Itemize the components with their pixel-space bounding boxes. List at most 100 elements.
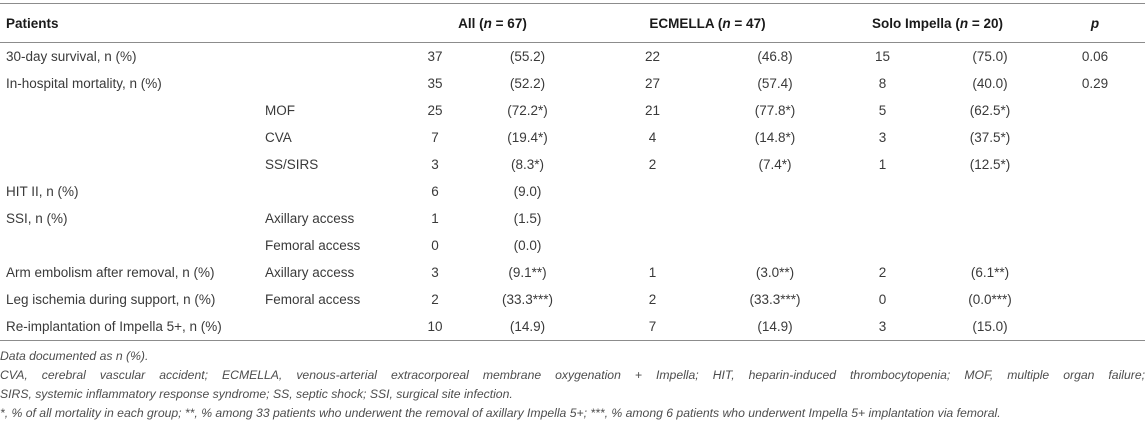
table-footnotes: Data documented as n (%). CVA, cerebral … (0, 341, 1145, 423)
solo-impella-n-cell: 3 (878, 130, 887, 145)
column-header-p-value: p (1045, 3, 1145, 43)
row-sublabel-cell: CVA (265, 130, 292, 145)
ecmella-n-cell: 4 (648, 130, 657, 145)
solo-impella-n-cell: 0 (878, 292, 887, 307)
solo-impella-percent-cell: (6.1**) (970, 265, 1010, 280)
solo-impella-percent-cell: (0.0***) (968, 292, 1012, 307)
all-n-cell: 2 (431, 292, 439, 307)
all-n-cell: 3 (431, 265, 439, 280)
ecmella-percent-cell: (14.9) (720, 313, 830, 341)
p-value-cell (1045, 124, 1145, 151)
p-value-cell (1045, 178, 1145, 205)
table-row: 30-day survival, n (%) 37 (55.2) 22 (46.… (0, 43, 1145, 71)
footnote-abbreviations-line2: SIRS, systemic inflammatory response syn… (0, 387, 513, 401)
footnote-data-format: Data documented as n (%). (0, 349, 149, 363)
row-label-cell (0, 232, 265, 259)
ecmella-n-cell: 2 (648, 157, 657, 172)
row-sublabel-cell: SS/SIRS (265, 157, 319, 172)
all-percent-cell: (9.1**) (508, 265, 547, 280)
solo-impella-percent-cell (935, 178, 1045, 205)
ecmella-n-cell (585, 232, 720, 259)
table-header: Patients All (n = 67) ECMELLA (n = 47) S… (0, 3, 1145, 43)
all-percent-cell: (55.2) (509, 49, 546, 64)
table-row: In-hospital mortality, n (%) 35 (52.2) 2… (0, 70, 1145, 97)
solo-impella-n-cell: 8 (878, 76, 887, 91)
row-label-cell (0, 151, 265, 178)
table-row: Leg ischemia during support, n (%) Femor… (0, 286, 1145, 313)
row-sublabel-cell (265, 313, 400, 341)
p-value-cell (1045, 97, 1145, 124)
all-n-cell: 35 (427, 76, 443, 91)
ecmella-n-cell: 1 (648, 265, 657, 280)
solo-impella-n-cell: 3 (830, 313, 935, 341)
ecmella-percent-cell: (33.3***) (749, 292, 801, 307)
all-n-cell: 6 (431, 184, 439, 199)
column-header-ecmella: ECMELLA (n = 47) (585, 3, 830, 43)
ecmella-percent-cell: (46.8) (757, 49, 793, 64)
ecmella-percent-cell: (77.8*) (754, 103, 796, 118)
all-n-cell: 3 (431, 157, 439, 172)
row-label-cell: In-hospital mortality, n (%) (6, 76, 162, 91)
row-sublabel-cell (265, 43, 400, 71)
row-label-cell: Arm embolism after removal, n (%) (6, 265, 215, 280)
all-percent-cell: (33.3***) (501, 292, 554, 307)
solo-impella-n-cell: 2 (878, 265, 887, 280)
table-body: 30-day survival, n (%) 3 7 (55.2) 2 2 (46.… (0, 43, 1145, 341)
column-header-solo-impella: Solo Impella (n = 20) (830, 3, 1046, 43)
solo-impella-percent-cell (935, 205, 1045, 232)
table-row: SS/SIRS 3 (8.3*) 2 (7.4*) 1 (12.5*) (0, 151, 1145, 178)
solo-impella-percent-cell: (12.5*) (969, 157, 1011, 172)
ecmella-n-cell (585, 178, 720, 205)
row-label-cell: Leg ischemia during support, n (%) (6, 292, 216, 307)
column-header-all: All (n = 67) (400, 3, 585, 43)
column-header-patients: Patients (0, 3, 400, 43)
solo-impella-percent-cell: (40.0) (972, 76, 1008, 91)
all-n-cell: 25 (427, 103, 443, 118)
footnote-abbreviations-line1: CVA, cerebral vascular accident; ECMELLA… (0, 368, 1145, 382)
table-row: SSI, n (%) Axillary access 1 (1.5) (0, 205, 1145, 232)
row-sublabel-cell: Axillary access (265, 211, 355, 226)
solo-impella-n-cell (830, 205, 935, 232)
ecmella-percent-cell: (3.0**) (755, 265, 795, 280)
all-percent-cell: (1.5) (513, 211, 542, 226)
ecmella-n-cell: 7 (585, 313, 720, 341)
all-percent-cell: (72.2*) (507, 103, 548, 118)
solo-impella-n-cell (830, 232, 935, 259)
solo-impella-percent-cell: (37.5*) (969, 130, 1011, 145)
p-value-cell: 0.06 (1081, 49, 1109, 64)
ecmella-percent-cell: (7.4*) (758, 157, 792, 172)
table-row: Femoral access 0 (0.0) (0, 232, 1145, 259)
row-label-cell: 30-day survival, n (%) (6, 49, 137, 64)
table-row: Arm embolism after removal, n (%) Axilla… (0, 259, 1145, 286)
table-row: CVA 7 (19.4*) 4 (14.8*) 3 (37.5*) (0, 124, 1145, 151)
header-row: Patients All (n = 67) ECMELLA (n = 47) S… (0, 3, 1145, 43)
row-label-cell: SSI, n (%) (6, 211, 68, 226)
row-label-cell: HIT II, n (%) (6, 184, 79, 199)
solo-impella-n-cell (830, 178, 935, 205)
solo-impella-percent-cell: (75.0) (972, 49, 1008, 64)
ecmella-n-cell: 21 (644, 103, 661, 118)
p-value-cell: 0.29 (1081, 76, 1109, 91)
p-value-cell (1045, 232, 1145, 259)
solo-impella-n-cell: 1 (878, 157, 887, 172)
p-value-cell (1045, 205, 1145, 232)
row-sublabel-cell (265, 70, 400, 97)
solo-impella-percent-cell: (62.5*) (969, 103, 1011, 118)
table-row: HIT II, n (%) 6 (9.0) (0, 178, 1145, 205)
all-percent-cell: (8.3*) (510, 157, 544, 172)
patient-outcomes-table: Patients All (n = 67) ECMELLA (n = 47) S… (0, 3, 1145, 341)
all-n-cell: 7 (431, 130, 439, 145)
outcomes-table-container: Patients All (n = 67) ECMELLA (n = 47) S… (0, 3, 1145, 341)
row-sublabel-cell (265, 178, 400, 205)
ecmella-percent-cell: (57.4) (757, 76, 793, 91)
all-n-cell: 1 (431, 211, 439, 226)
footnote-asterisks: *, % of all mortality in each group; **,… (0, 406, 1001, 420)
solo-impella-percent-cell (935, 232, 1045, 259)
ecmella-n-cell (585, 205, 720, 232)
table-row: Re-implantation of Impella 5+, n (%) 10 … (0, 313, 1145, 341)
ecmella-percent-cell: (14.8*) (754, 130, 796, 145)
row-label-cell: Re-implantation of Impella 5+, n (%) (0, 313, 265, 341)
table-row: MOF 25 (72.2*) 21 (77.8*) 5 (62.5*) (0, 97, 1145, 124)
ecmella-percent-cell (720, 232, 830, 259)
solo-impella-percent-cell: (15.0) (935, 313, 1046, 341)
